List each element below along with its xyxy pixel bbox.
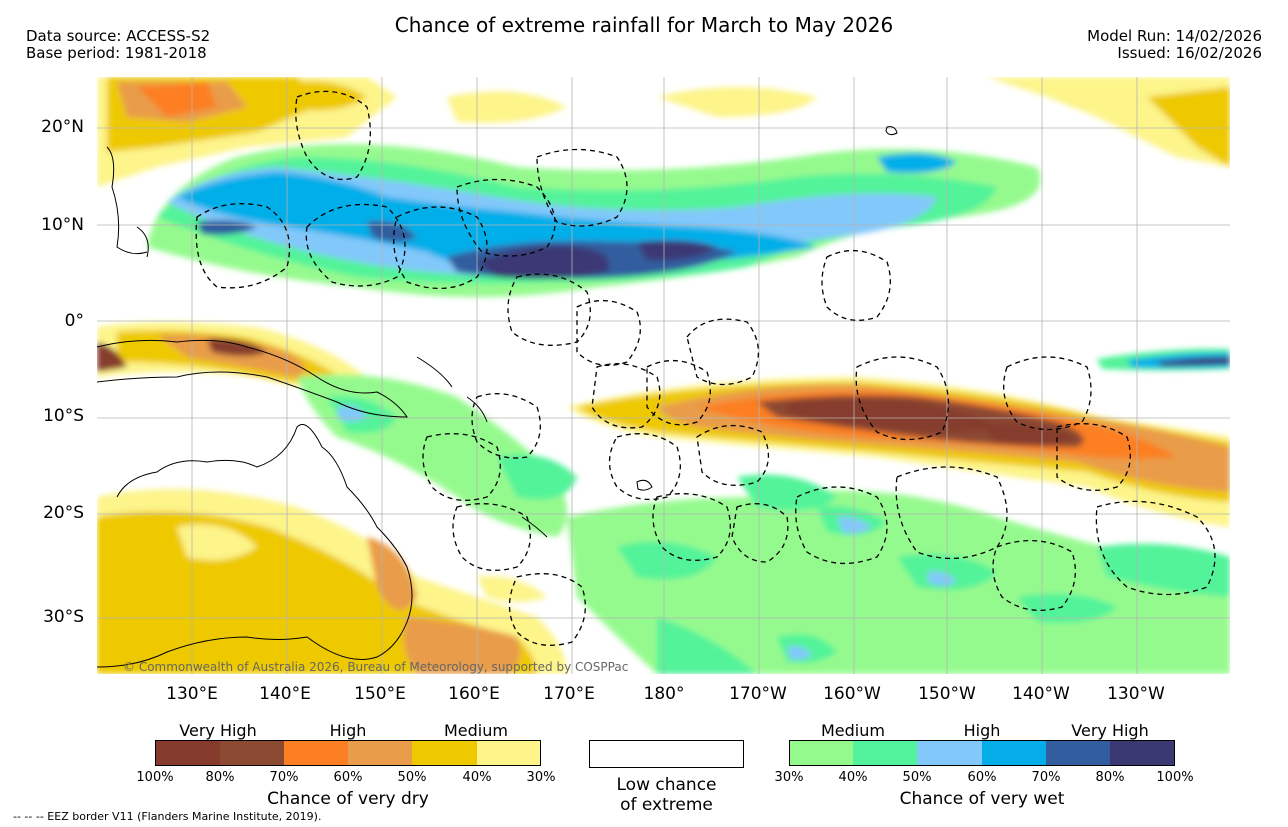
wet-tick: 70%	[1031, 770, 1061, 785]
rainfall-map: © Commonwealth of Australia 2026, Bureau…	[97, 77, 1230, 674]
wet-tick: 100%	[1156, 770, 1194, 785]
dry-swatch	[412, 740, 477, 766]
wet-tick: 30%	[774, 770, 804, 785]
copyright-notice: © Commonwealth of Australia 2026, Bureau…	[123, 660, 628, 674]
wet-swatch	[917, 740, 982, 766]
dry-tick: 50%	[397, 770, 427, 785]
model-run-label: Model Run: 14/02/2026	[1087, 27, 1262, 45]
map-title: Chance of extreme rainfall for March to …	[394, 13, 894, 37]
wet-swatch	[1046, 740, 1110, 766]
dry-heading-high: High	[329, 721, 367, 740]
lat-label-10n: 10°N	[41, 215, 84, 235]
lon-label-150e: 150°E	[354, 684, 406, 704]
lon-label-170e: 170°E	[543, 684, 595, 704]
lon-label-180: 180°	[643, 684, 685, 704]
dry-heading-medium: Medium	[444, 721, 508, 740]
wet-swatch	[789, 740, 853, 766]
wet-tick: 50%	[902, 770, 932, 785]
low-chance-line2: of extreme	[620, 795, 713, 815]
eez-border-note: -- -- -- EEZ border V11 (Flanders Marine…	[13, 810, 322, 823]
dry-swatch	[155, 740, 220, 766]
lat-label-20n: 20°N	[41, 117, 84, 137]
dry-tick: 30%	[526, 770, 556, 785]
dry-legend-frame	[155, 740, 541, 766]
dry-swatch	[284, 740, 348, 766]
lon-label-170w: 170°W	[729, 684, 787, 704]
rainfall-anomaly-fields	[97, 77, 1230, 674]
data-source-label: Data source: ACCESS-S2	[26, 27, 211, 45]
wet-heading-very-high: Very High	[1071, 721, 1149, 740]
dry-swatch	[477, 740, 541, 766]
dry-swatch	[220, 740, 284, 766]
dry-heading-very-high: Very High	[179, 721, 257, 740]
lat-label-20s: 20°S	[43, 503, 84, 523]
lon-label-140e: 140°E	[259, 684, 311, 704]
lon-label-130e: 130°E	[166, 684, 218, 704]
low-chance-swatch	[589, 740, 744, 768]
wet-tick: 60%	[967, 770, 997, 785]
wet-tick: 40%	[838, 770, 868, 785]
wet-heading-high: High	[963, 721, 1001, 740]
lat-label-10s: 10°S	[43, 406, 84, 426]
base-period-label: Base period: 1981-2018	[26, 44, 207, 62]
wet-heading-medium: Medium	[821, 721, 885, 740]
wet-swatch	[1110, 740, 1175, 766]
wet-legend-frame	[789, 740, 1175, 766]
dry-tick: 70%	[269, 770, 299, 785]
coastlines	[97, 126, 898, 668]
wet-legend-title: Chance of very wet	[899, 789, 1065, 809]
lat-label-30s: 30°S	[43, 607, 84, 627]
lon-label-140w: 140°W	[1012, 684, 1070, 704]
lat-label-0: 0°	[64, 311, 84, 331]
lon-label-150w: 150°W	[918, 684, 976, 704]
graticule	[97, 77, 1230, 674]
dry-tick: 40%	[462, 770, 492, 785]
low-chance-line1: Low chance	[616, 775, 717, 795]
dry-legend-title: Chance of very dry	[267, 789, 429, 809]
rainfall-map-canvas: © Commonwealth of Australia 2026, Bureau…	[97, 77, 1230, 674]
lon-label-130w: 130°W	[1107, 684, 1165, 704]
dry-tick: 60%	[333, 770, 363, 785]
wet-swatch	[982, 740, 1046, 766]
wet-swatch	[853, 740, 917, 766]
wet-tick: 80%	[1095, 770, 1125, 785]
lon-label-160w: 160°W	[823, 684, 881, 704]
lon-label-160e: 160°E	[448, 684, 500, 704]
dry-swatch	[348, 740, 412, 766]
issued-label: Issued: 16/02/2026	[1117, 44, 1262, 62]
dry-tick: 100%	[136, 770, 174, 785]
dry-tick: 80%	[205, 770, 235, 785]
eez-borders	[195, 90, 1216, 646]
